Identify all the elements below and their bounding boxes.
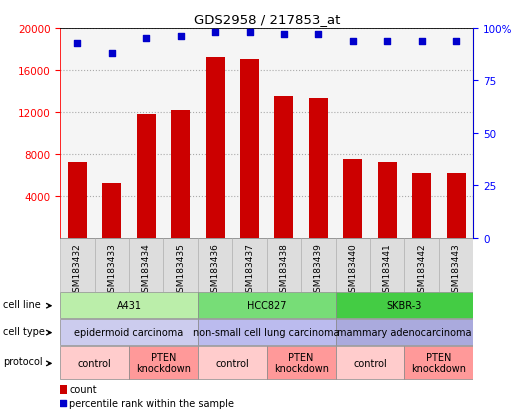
- Point: [108, 51, 116, 57]
- Bar: [275, 97, 293, 238]
- Text: control: control: [78, 358, 111, 368]
- Text: GSM183437: GSM183437: [245, 242, 254, 297]
- Bar: [336, 319, 473, 345]
- Bar: [198, 292, 336, 318]
- Bar: [370, 238, 404, 292]
- Bar: [206, 58, 224, 238]
- Text: PTEN
knockdown: PTEN knockdown: [274, 352, 328, 374]
- Text: non-small cell lung carcinoma: non-small cell lung carcinoma: [194, 327, 340, 337]
- Bar: [198, 238, 232, 292]
- Point: [314, 32, 323, 38]
- Text: GSM183433: GSM183433: [107, 242, 116, 297]
- Text: PTEN
knockdown: PTEN knockdown: [412, 352, 467, 374]
- Text: GSM183438: GSM183438: [279, 242, 289, 297]
- Bar: [103, 184, 121, 238]
- Point: [280, 32, 288, 38]
- Bar: [267, 347, 336, 379]
- Bar: [129, 238, 163, 292]
- Point: [349, 38, 357, 45]
- Text: mammary adenocarcinoma: mammary adenocarcinoma: [337, 327, 472, 337]
- Bar: [60, 319, 198, 345]
- Bar: [68, 163, 87, 238]
- Point: [417, 38, 426, 45]
- Text: protocol: protocol: [3, 356, 43, 366]
- Text: GSM183435: GSM183435: [176, 242, 185, 297]
- Bar: [404, 347, 473, 379]
- Point: [211, 30, 219, 36]
- Bar: [60, 347, 129, 379]
- Text: PTEN
knockdown: PTEN knockdown: [136, 352, 191, 374]
- Bar: [232, 238, 267, 292]
- Point: [245, 30, 254, 36]
- Text: percentile rank within the sample: percentile rank within the sample: [70, 398, 234, 408]
- Text: GSM183439: GSM183439: [314, 242, 323, 297]
- Text: A431: A431: [117, 300, 142, 311]
- Bar: [343, 160, 362, 238]
- Bar: [60, 292, 198, 318]
- Text: HCC827: HCC827: [247, 300, 287, 311]
- Bar: [404, 238, 439, 292]
- Bar: [240, 60, 259, 238]
- Point: [452, 38, 460, 45]
- Bar: [137, 115, 156, 238]
- Bar: [336, 347, 404, 379]
- Point: [383, 38, 391, 45]
- Text: GSM183434: GSM183434: [142, 242, 151, 297]
- Bar: [439, 238, 473, 292]
- Text: control: control: [215, 358, 249, 368]
- Text: count: count: [70, 385, 97, 394]
- Text: epidermoid carcinoma: epidermoid carcinoma: [74, 327, 184, 337]
- Bar: [309, 99, 328, 238]
- Point: [59, 400, 67, 406]
- Bar: [267, 238, 301, 292]
- Bar: [378, 163, 397, 238]
- Text: GSM183443: GSM183443: [451, 242, 461, 297]
- Bar: [163, 238, 198, 292]
- Bar: [95, 238, 129, 292]
- Bar: [129, 347, 198, 379]
- Bar: [60, 385, 66, 394]
- Text: GSM183440: GSM183440: [348, 242, 357, 297]
- Bar: [60, 238, 95, 292]
- Bar: [447, 173, 465, 238]
- Point: [176, 34, 185, 40]
- Point: [142, 36, 151, 43]
- Bar: [412, 173, 431, 238]
- Text: GSM183441: GSM183441: [383, 242, 392, 297]
- Text: GSM183442: GSM183442: [417, 242, 426, 297]
- Bar: [171, 111, 190, 238]
- Bar: [336, 238, 370, 292]
- Text: GSM183432: GSM183432: [73, 242, 82, 297]
- Title: GDS2958 / 217853_at: GDS2958 / 217853_at: [194, 13, 340, 26]
- Text: SKBR-3: SKBR-3: [387, 300, 422, 311]
- Text: GSM183436: GSM183436: [211, 242, 220, 297]
- Point: [73, 40, 82, 47]
- Bar: [336, 292, 473, 318]
- Text: cell line: cell line: [3, 299, 41, 309]
- Bar: [198, 319, 336, 345]
- Text: control: control: [353, 358, 387, 368]
- Bar: [301, 238, 336, 292]
- Text: cell type: cell type: [3, 326, 45, 336]
- Bar: [198, 347, 267, 379]
